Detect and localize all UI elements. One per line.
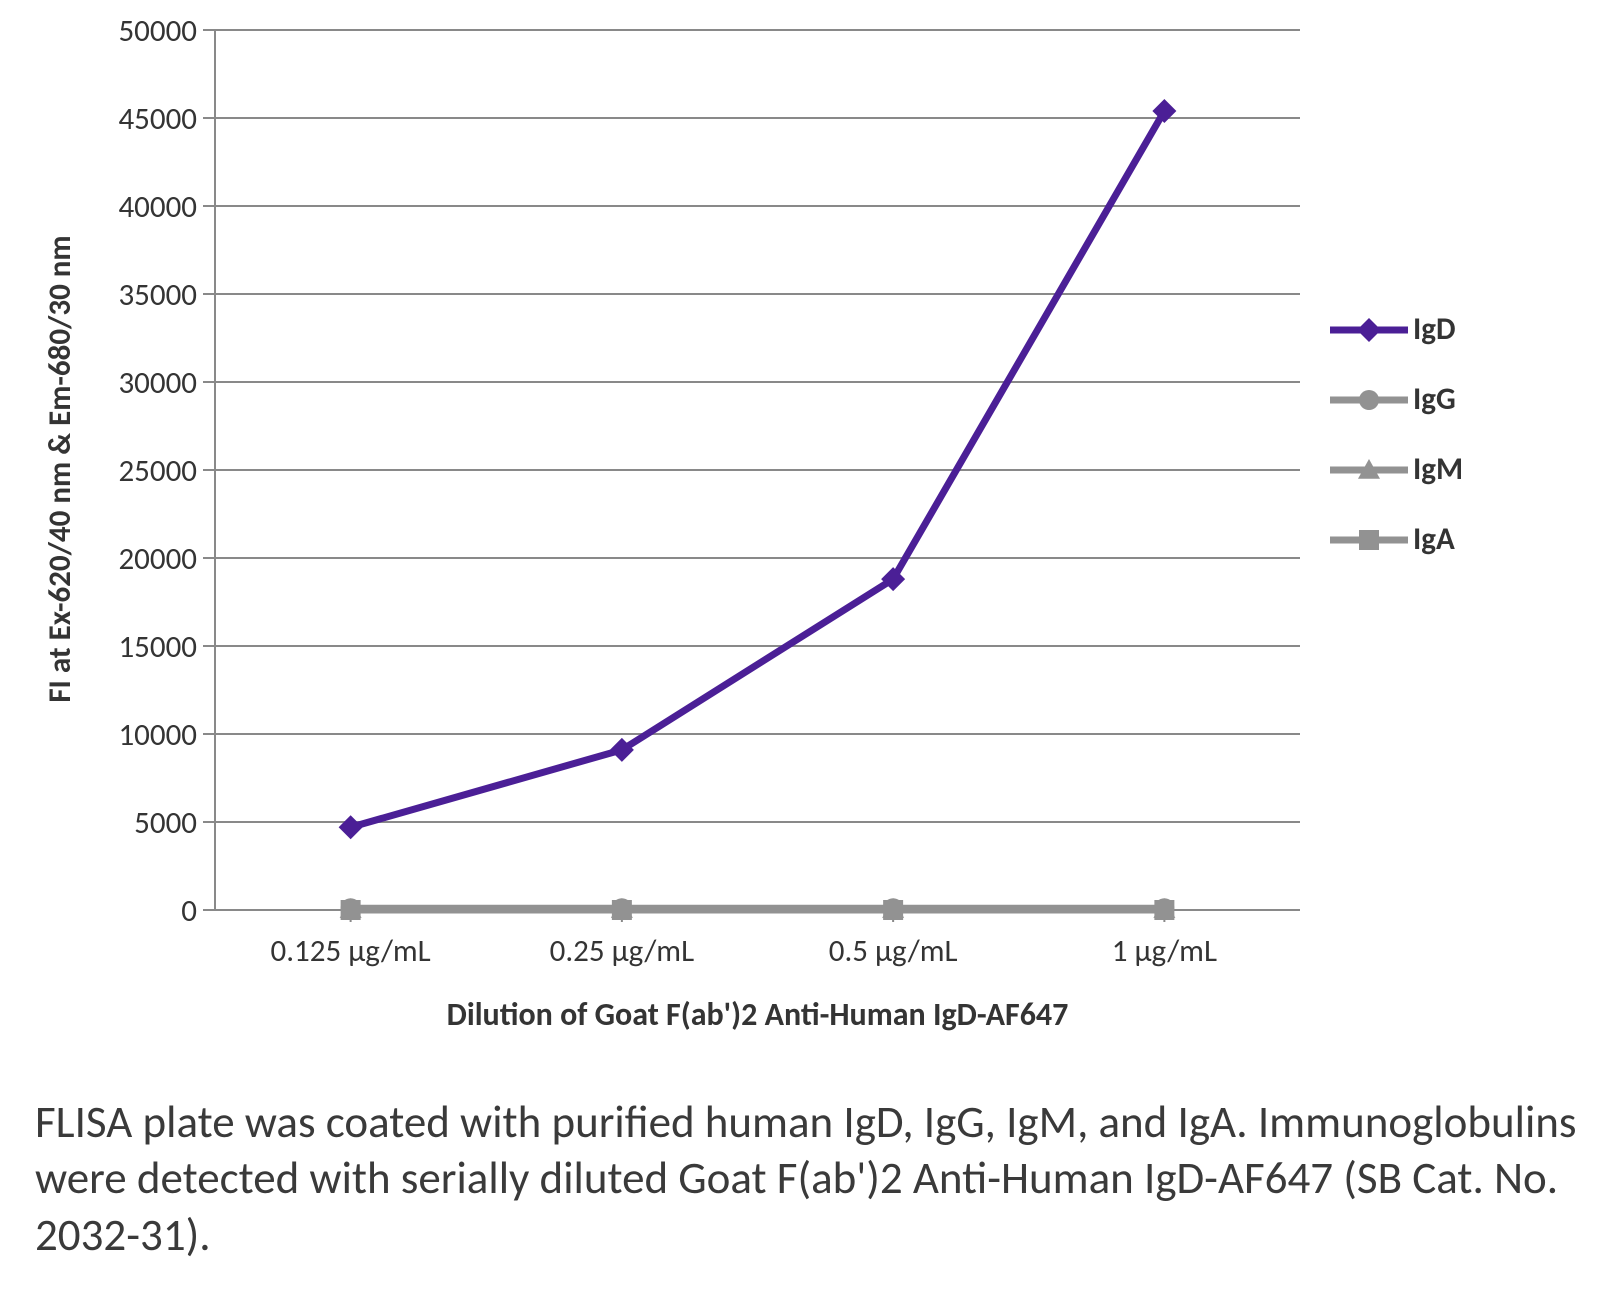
y-tick-label: 30000 <box>118 364 197 402</box>
y-tick-label: 0 <box>181 892 197 930</box>
legend-label: IgA <box>1413 520 1455 558</box>
y-tick-label: 35000 <box>118 276 197 314</box>
x-tick-label: 0.5 µg/mL <box>793 932 993 970</box>
y-tick-label: 50000 <box>118 12 197 50</box>
y-tick-label: 45000 <box>118 100 197 138</box>
figure-caption: FLISA plate was coated with purified hum… <box>35 1095 1580 1264</box>
y-tick-label: 5000 <box>134 804 197 842</box>
legend-label: IgD <box>1413 310 1456 348</box>
x-tick-label: 0.25 µg/mL <box>522 932 722 970</box>
y-tick-label: 10000 <box>118 716 197 754</box>
legend-label: IgG <box>1413 380 1456 418</box>
y-tick-label: 25000 <box>118 452 197 490</box>
line-chart <box>0 0 1612 1095</box>
y-tick-label: 15000 <box>118 628 197 666</box>
y-tick-label: 20000 <box>118 540 197 578</box>
x-tick-label: 1 µg/mL <box>1064 932 1264 970</box>
legend-label: IgM <box>1413 450 1463 488</box>
x-tick-label: 0.125 µg/mL <box>251 932 451 970</box>
y-axis-title: FI at Ex-620/40 nm & Em-680/30 nm <box>41 69 79 869</box>
y-tick-label: 40000 <box>118 188 197 226</box>
chart-container: { "chart": { "type": "line", "plot_area"… <box>0 0 1612 1306</box>
x-axis-title: Dilution of Goat F(ab')2 Anti-Human IgD-… <box>215 995 1300 1034</box>
